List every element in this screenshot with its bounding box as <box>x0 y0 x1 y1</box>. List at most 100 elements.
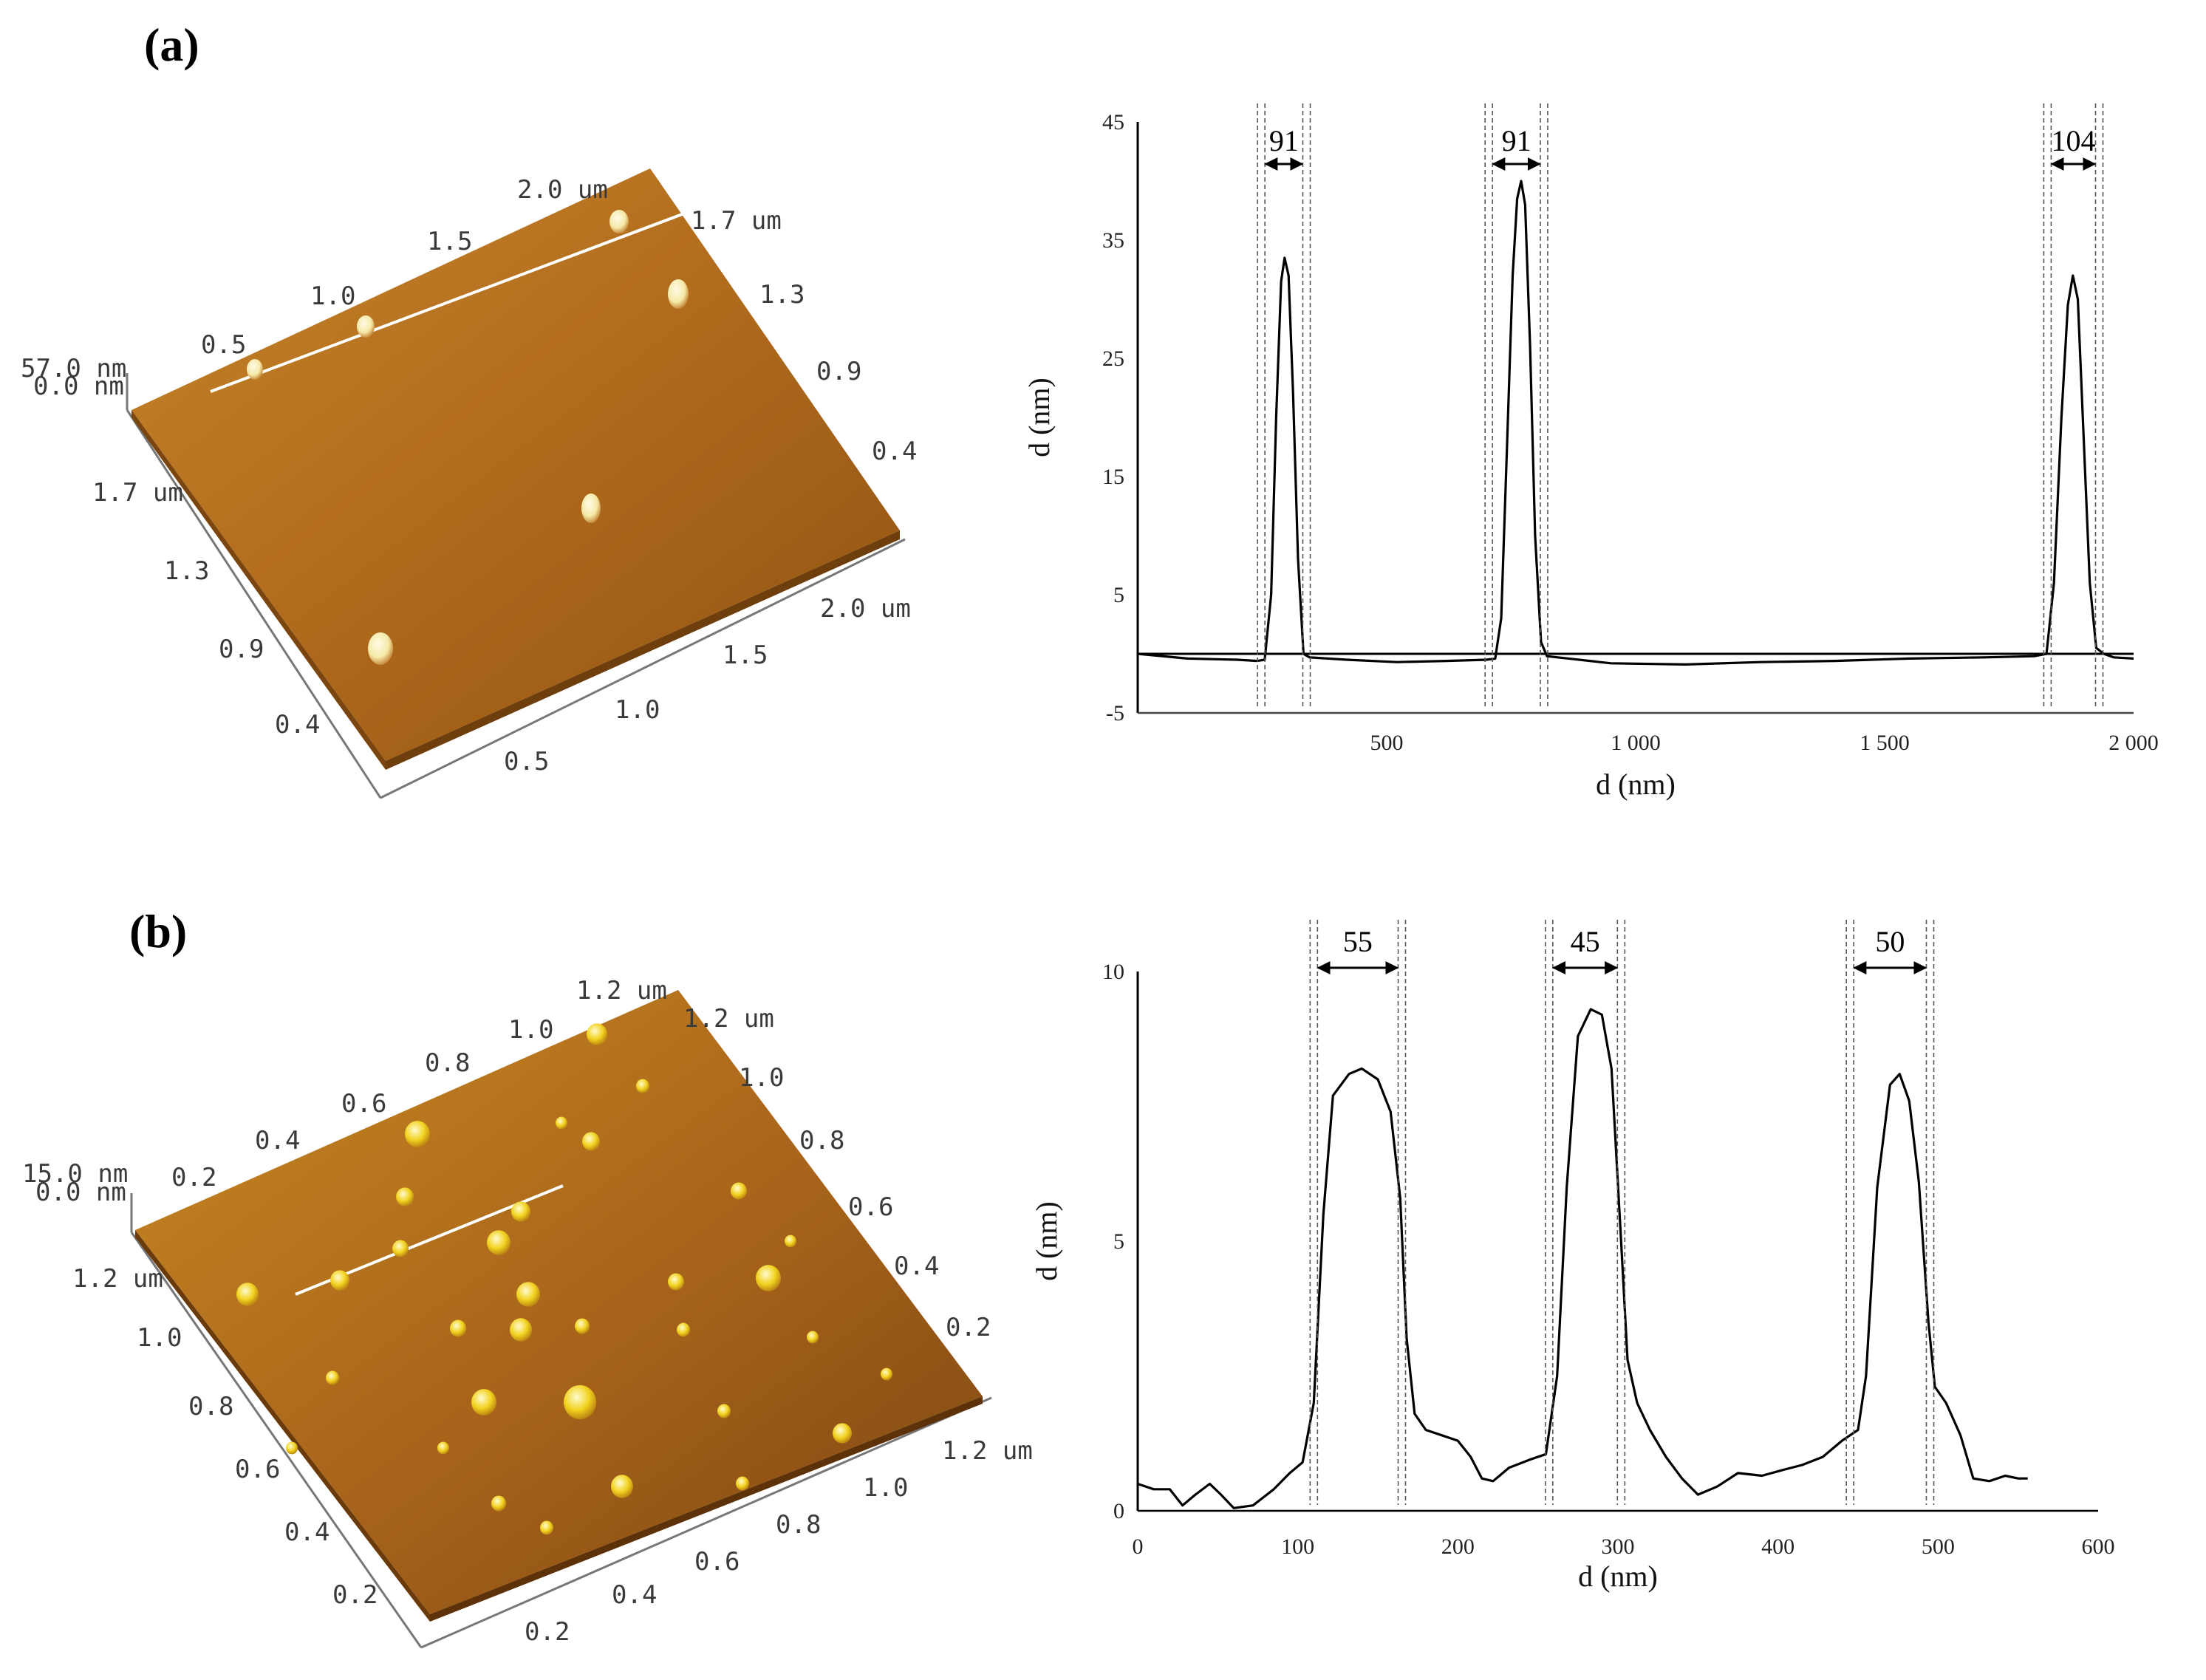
particle-a-2 <box>357 315 375 338</box>
width-label-2: 45 <box>1571 925 1600 958</box>
y-tick-label: 0 <box>1113 1499 1124 1523</box>
afm-right-tick-a-4: 0.4 <box>872 437 917 466</box>
afm-left-tick-b-3: 0.8 <box>188 1392 233 1421</box>
profile-series-line <box>1137 1008 2028 1509</box>
particle-a-1 <box>247 359 263 380</box>
particle-b-26 <box>717 1404 731 1418</box>
particle-b-7 <box>392 1240 409 1257</box>
afm-axis-left-b <box>130 1232 423 1648</box>
afm-front-tick-a-2: 1.5 <box>723 641 768 670</box>
afm-image-b: 15.0 nm 0.0 nm 1.2 um 1.0 0.8 0.6 0.4 0.… <box>22 976 1033 1649</box>
x-tick-label: 300 <box>1602 1534 1635 1559</box>
particles-b <box>236 1023 892 1535</box>
afm-left-tick-a-2: 1.3 <box>164 556 209 586</box>
afm-right-tick-a-2: 1.3 <box>759 280 805 310</box>
particle-b-15 <box>668 1273 684 1291</box>
afm-front-tick-b-6: 0.2 <box>525 1617 570 1647</box>
afm-back-tick-a-3: 1.0 <box>310 281 355 311</box>
afm-left-tick-b-6: 0.2 <box>332 1580 378 1610</box>
x-tick-label: 0 <box>1133 1534 1144 1559</box>
x-tick-label: 1 500 <box>1860 731 1910 755</box>
particle-b-19 <box>611 1475 633 1498</box>
afm-back-tick-b-4: 0.6 <box>341 1089 386 1119</box>
particle-b-24 <box>677 1322 690 1337</box>
particle-b-2 <box>582 1132 600 1151</box>
x-tick-label: 500 <box>1370 731 1404 755</box>
afm-right-tick-b-3: 0.8 <box>799 1126 844 1155</box>
x-tick-label: 600 <box>2082 1534 2115 1559</box>
particle-b-32 <box>556 1116 567 1130</box>
afm-back-tick-b-2: 1.0 <box>508 1015 553 1045</box>
afm-back-tick-a-2: 1.5 <box>427 227 472 256</box>
particle-b-21 <box>540 1520 553 1535</box>
y-tick-label: -5 <box>1106 701 1124 725</box>
afm-front-tick-a-1: 2.0 um <box>820 594 911 624</box>
x-tick-label: 1 000 <box>1611 731 1661 755</box>
afm-axis-front-a <box>380 538 906 799</box>
panel-label-b: (b) <box>129 905 187 957</box>
afm-surface-side-a <box>386 530 900 770</box>
particle-b-27 <box>437 1441 449 1455</box>
afm-left-tick-a-1: 1.7 um <box>92 478 183 508</box>
x-tick-label: 2 000 <box>2108 731 2159 755</box>
z-min-label-b: 0.0 nm <box>35 1178 126 1207</box>
particle-b-6 <box>487 1230 510 1255</box>
particle-b-13 <box>510 1318 532 1342</box>
particle-a-5 <box>581 494 601 523</box>
width-label-2: 91 <box>1502 124 1531 157</box>
y-tick-label: 15 <box>1102 465 1124 489</box>
particle-b-20 <box>491 1495 506 1512</box>
x-axis-label: d (nm) <box>1578 1560 1658 1593</box>
afm-front-tick-b-1: 1.2 um <box>942 1436 1033 1466</box>
x-tick-label: 200 <box>1441 1534 1475 1559</box>
y-tick-label: 35 <box>1102 228 1124 253</box>
afm-right-tick-b-5: 0.4 <box>894 1252 939 1281</box>
y-tick-label: 10 <box>1102 960 1124 984</box>
z-max-label-a: 57.0 nm <box>21 354 126 383</box>
particle-b-16 <box>471 1389 496 1416</box>
afm-right-tick-b-6: 0.2 <box>946 1313 991 1342</box>
afm-left-tick-b-4: 0.6 <box>235 1455 280 1484</box>
afm-left-tick-b-1: 1.2 um <box>72 1264 163 1294</box>
afm-left-tick-b-2: 1.0 <box>137 1323 182 1353</box>
afm-front-tick-a-3: 1.0 <box>615 695 660 725</box>
width-label-3: 104 <box>2051 124 2095 157</box>
particle-b-12 <box>450 1319 466 1337</box>
particle-b-9 <box>236 1283 259 1306</box>
afm-front-tick-b-2: 1.0 <box>863 1473 908 1503</box>
z-min-label-a: 0.0 nm <box>33 372 124 401</box>
particle-b-31 <box>785 1235 796 1248</box>
afm-image-a: 57.0 nm 0.0 nm 2.0 um 1.5 1.0 0.5 1.7 um… <box>21 168 917 799</box>
afm-surface-side-b <box>430 1396 983 1622</box>
x-axis-label: d (nm) <box>1596 768 1676 801</box>
particle-b-8 <box>330 1270 349 1291</box>
afm-surface-side-left-a <box>132 410 386 770</box>
z-max-label-b: 15.0 nm <box>22 1159 128 1189</box>
profile-series-line <box>1137 180 2134 666</box>
afm-front-tick-b-3: 0.8 <box>776 1510 821 1540</box>
afm-back-tick-a-4: 0.5 <box>201 330 246 360</box>
particle-b-22 <box>326 1370 339 1385</box>
particle-b-17 <box>564 1384 596 1420</box>
x-tick-label: 500 <box>1922 1534 1955 1559</box>
particle-b-18 <box>833 1423 852 1444</box>
afm-left-tick-a-3: 0.9 <box>219 635 264 664</box>
particle-b-28 <box>881 1367 892 1381</box>
afm-front-tick-b-5: 0.4 <box>612 1580 657 1610</box>
y-axis-label: d (nm) <box>1022 378 1056 457</box>
particle-b-1 <box>587 1023 607 1045</box>
width-label-3: 50 <box>1875 925 1905 958</box>
width-label-1: 55 <box>1343 925 1373 958</box>
profile-chart-a: -5 5 15 25 35 45 500 1 000 1 500 2 000 d (nm) d (nm… <box>1022 103 2159 801</box>
afm-back-tick-b-5: 0.4 <box>255 1126 300 1155</box>
particle-b-3 <box>405 1121 430 1147</box>
y-tick-label: 45 <box>1102 110 1124 134</box>
particle-b-30 <box>636 1079 649 1093</box>
afm-right-tick-b-4: 0.6 <box>848 1192 893 1222</box>
particle-b-25 <box>807 1331 819 1344</box>
particle-a-6 <box>368 632 393 665</box>
afm-back-tick-b-3: 0.8 <box>425 1048 470 1078</box>
afm-surface-a <box>132 168 900 761</box>
